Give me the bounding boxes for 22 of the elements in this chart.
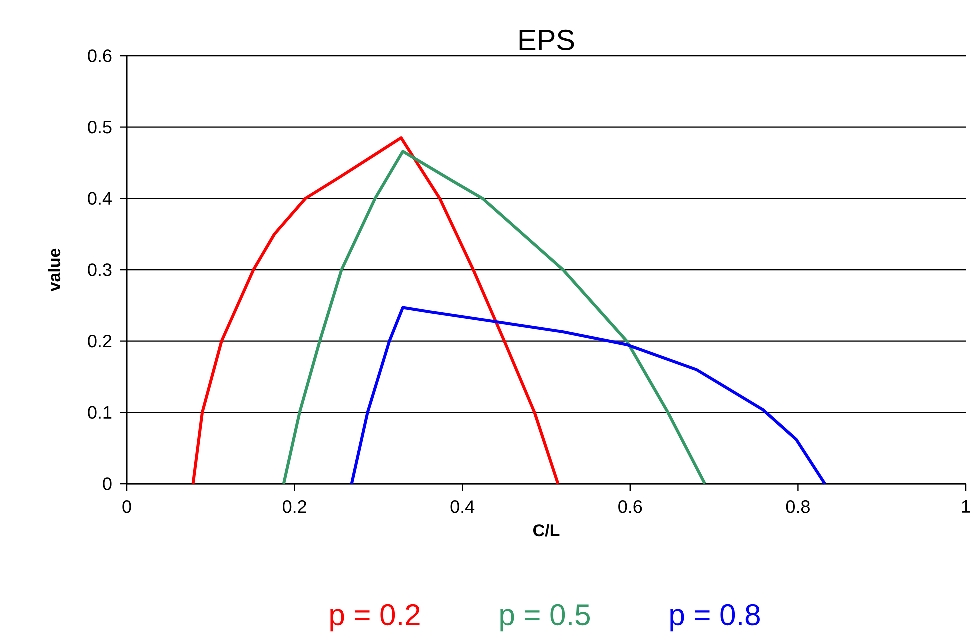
y-tick-label: 0 [103,478,112,490]
x-tick-label: 0.6 [618,500,642,514]
x-tick-label: 0.4 [450,500,475,514]
y-tick-label: 0.5 [88,120,112,134]
x-axis-title: C/L [534,524,560,537]
text: p = 0.5 [500,604,590,632]
chart-title: EPS [520,30,574,50]
line-series [350,306,827,486]
x-tick-label: 0.2 [283,500,306,514]
y-tick-label: 0.1 [88,406,112,420]
y-tick-label: 0.2 [88,334,112,348]
x-tick-label: 1 [962,500,970,513]
y-axis-title: value [48,248,61,292]
x-tick-label: 0.8 [786,500,810,514]
line-series [192,136,560,486]
text: p = 0.8 [670,604,760,632]
y-tick-label: 0.6 [88,50,112,62]
x-tick-label: 0 [122,500,132,514]
y-tick-label: 0.3 [88,264,112,276]
line-series [282,150,707,486]
text: p = 0.2 [330,604,420,632]
y-tick-label: 0.4 [88,192,112,206]
